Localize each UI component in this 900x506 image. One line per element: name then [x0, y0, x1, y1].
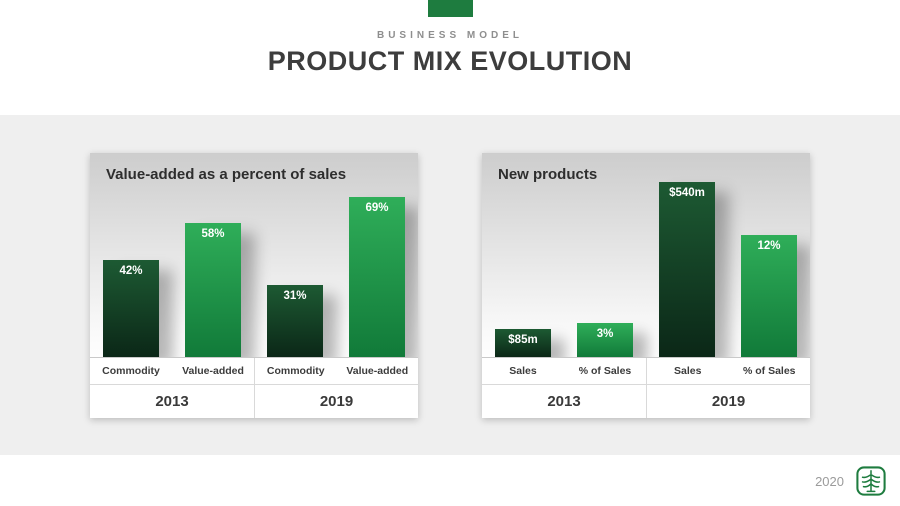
pine-tree-logo-icon	[856, 466, 886, 496]
bar-column: 3%	[564, 153, 646, 357]
bar-value-label: $540m	[669, 187, 705, 199]
bar-column: 12%	[728, 153, 810, 357]
eyebrow-label: BUSINESS MODEL	[376, 30, 523, 41]
category-label: Sales	[509, 365, 537, 377]
pct-of-sales-bar: 3%	[577, 323, 633, 357]
chart-footer: Commodity Value-added 2013 Commodity Value-a…	[90, 357, 418, 418]
category-label: Sales	[674, 365, 702, 377]
bar-value-label: 58%	[201, 228, 225, 240]
bar-value-label: $85m	[508, 334, 538, 346]
chart-plot-area: $85m 3% $540m 12%	[482, 153, 810, 357]
bar-value-label: 12%	[757, 240, 781, 252]
category-labels-row: Commodity Value-added	[90, 358, 254, 385]
category-label: Commodity	[102, 365, 160, 377]
commodity-bar: 42%	[103, 260, 159, 357]
year-label: 2019	[711, 393, 746, 410]
category-labels-row: Commodity Value-added	[255, 358, 418, 385]
chart-footer: Sales % of Sales 2013 Sales % of Sales 2019	[482, 357, 810, 418]
bar-value-label: 3%	[596, 328, 614, 340]
category-labels-row: Sales % of Sales	[647, 358, 810, 385]
page-title: PRODUCT MIX EVOLUTION	[267, 46, 633, 76]
year-group: Commodity Value-added 2013	[90, 358, 254, 418]
commodity-bar: 31%	[267, 285, 323, 357]
year-label: 2013	[155, 393, 189, 410]
category-label: % of Sales	[578, 365, 632, 377]
value-added-bar: 58%	[185, 223, 241, 357]
cards-row: Value-added as a percent of sales 42% 58% 3…	[0, 153, 900, 418]
bar-value-label: 69%	[365, 202, 389, 214]
bar-column: 58%	[172, 153, 254, 357]
chart-plot-area: 42% 58% 31% 69%	[90, 153, 418, 357]
bar-column: $540m	[646, 153, 728, 357]
category-label: Value-added	[182, 365, 244, 377]
bar-column: 42%	[90, 153, 172, 357]
content-band: Value-added as a percent of sales 42% 58% 3…	[0, 115, 900, 455]
chart-card-1: Value-added as a percent of sales 42% 58% 3…	[90, 153, 418, 418]
chart-title: New products	[498, 166, 598, 183]
year-group: Sales % of Sales 2019	[646, 358, 810, 418]
category-label: Value-added	[346, 365, 409, 377]
slide-footer: 2020	[815, 466, 886, 496]
category-labels-row: Sales % of Sales	[482, 358, 646, 385]
pct-of-sales-bar: 12%	[741, 235, 797, 357]
category-label: Commodity	[266, 365, 325, 377]
chart-title: Value-added as a percent of sales	[106, 166, 347, 183]
sales-bar: $85m	[495, 329, 551, 357]
category-label: % of Sales	[742, 365, 796, 377]
year-group: Sales % of Sales 2013	[482, 358, 646, 418]
bar-column: $85m	[482, 153, 564, 357]
bar-column: 69%	[336, 153, 418, 357]
bar-value-label: 42%	[119, 265, 143, 277]
sales-bar: $540m	[659, 182, 715, 357]
year-label: 2020	[815, 473, 844, 489]
chart-card-2: New products $85m 3% $540m 12% Sales % of Sale…	[482, 153, 810, 418]
bar-value-label: 31%	[283, 290, 307, 302]
year-group: Commodity Value-added 2019	[254, 358, 418, 418]
year-label: 2013	[547, 393, 581, 410]
accent-bar	[427, 0, 473, 17]
year-label: 2019	[319, 393, 354, 410]
bar-column: 31%	[254, 153, 336, 357]
value-added-bar: 69%	[349, 197, 405, 357]
